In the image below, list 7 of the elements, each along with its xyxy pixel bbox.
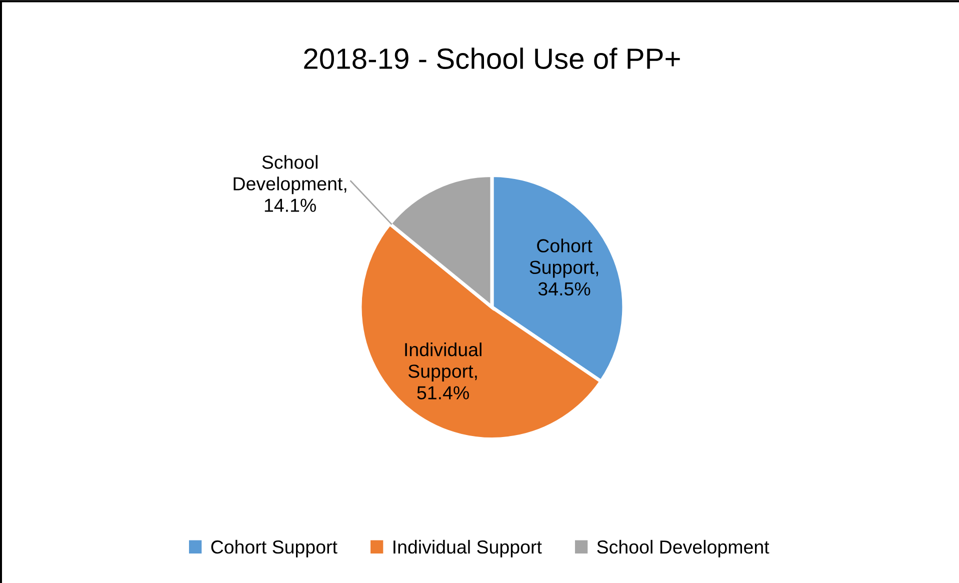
- data-label: Individual Support, 51.4%: [405, 342, 482, 400]
- legend-label: Individual Support: [394, 540, 542, 558]
- data-label: Cohort Support, 34.5%: [530, 238, 598, 296]
- legend-label: School Development: [597, 540, 770, 558]
- chart-title: 2018-19 - School Use of PP+: [304, 48, 680, 70]
- legend-label: Cohort Support: [211, 540, 338, 558]
- data-label: School Development, 14.1%: [234, 155, 346, 212]
